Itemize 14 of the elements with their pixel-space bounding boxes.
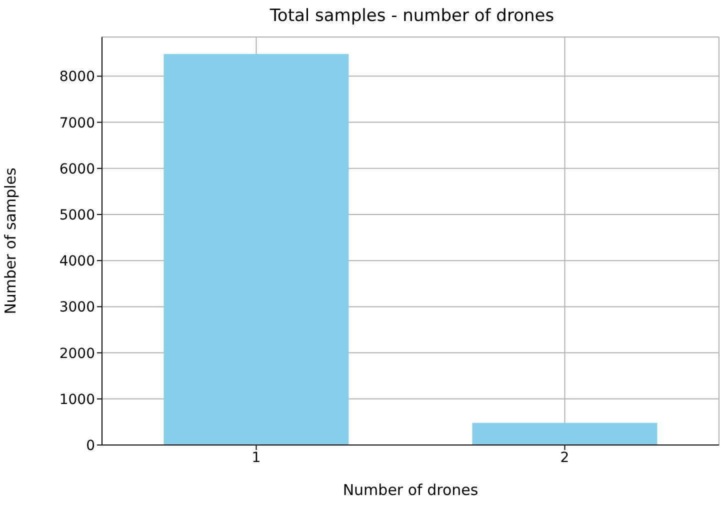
x-axis-title: Number of drones	[342, 481, 478, 499]
y-tick-label: 5000	[59, 207, 95, 224]
x-tick-label: 2	[560, 450, 570, 466]
y-tick-label: 1000	[59, 392, 95, 408]
y-tick-label: 6000	[59, 161, 95, 178]
y-tick-label: 0	[86, 438, 95, 454]
chart-title: Total samples - number of drones	[268, 6, 556, 26]
y-tick-label: 4000	[59, 254, 95, 270]
y-tick-label: 7000	[59, 115, 95, 132]
y-tick-label: 2000	[59, 346, 95, 362]
y-tick-label: 8000	[59, 69, 95, 86]
x-tick-label: 1	[252, 450, 261, 466]
y-tick-label: 3000	[59, 300, 95, 316]
y-axis-title: Number of samples	[1, 168, 20, 314]
